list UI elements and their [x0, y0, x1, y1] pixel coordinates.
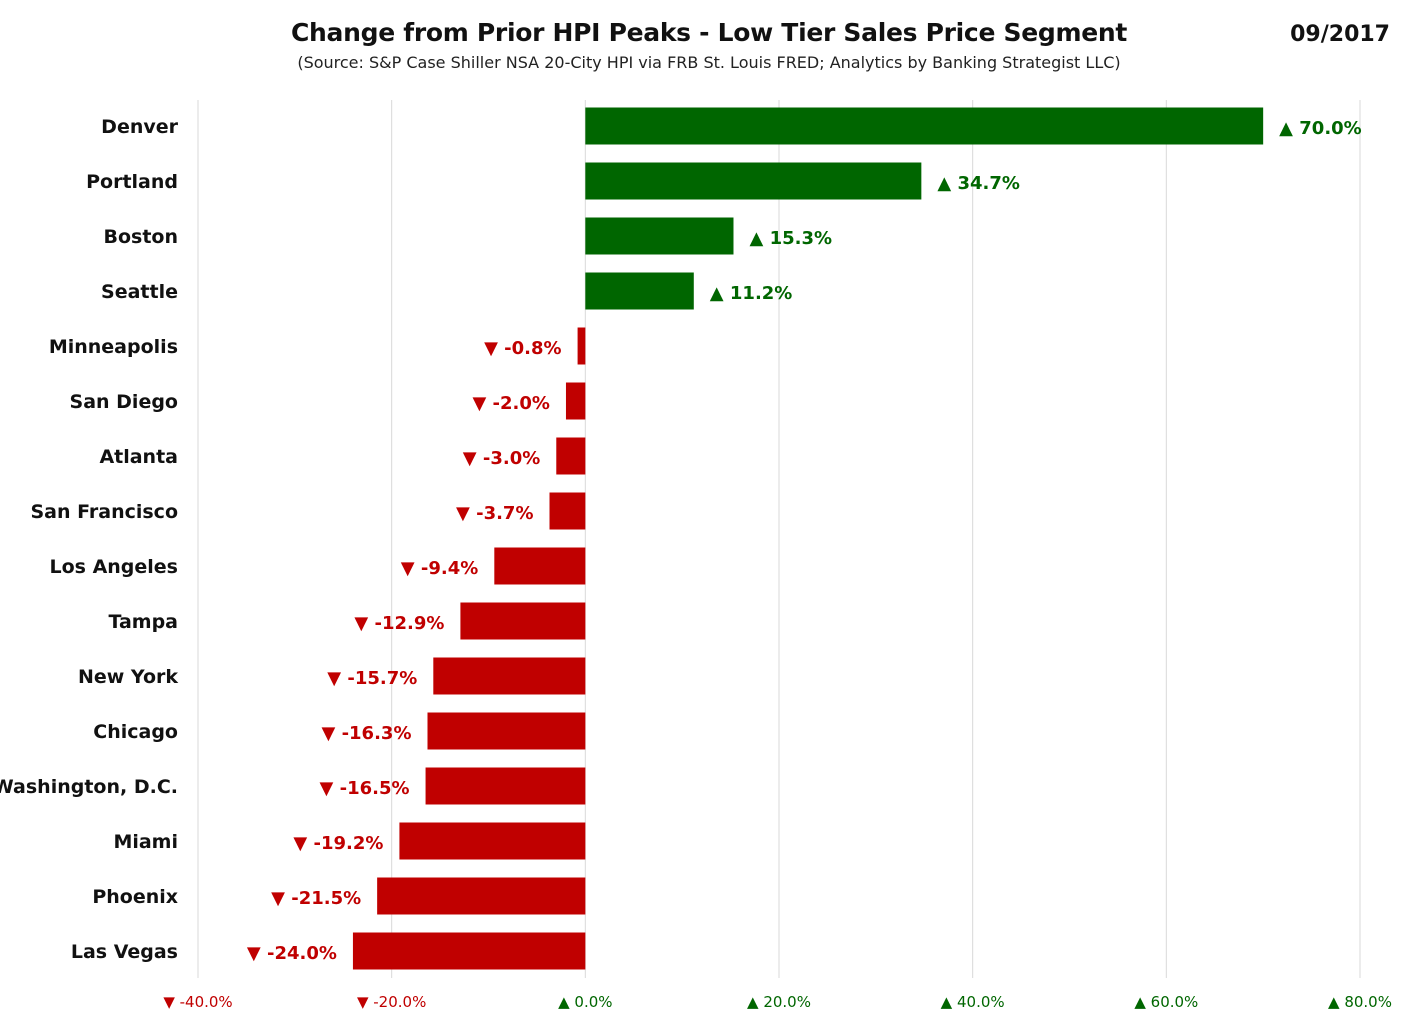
category-label: San Francisco — [30, 501, 178, 523]
x-tick-label: ▲ 0.0% — [558, 993, 612, 1011]
data-label: ▼ -0.8% — [484, 338, 562, 359]
x-tick-label: ▲ 80.0% — [1328, 993, 1392, 1011]
category-label: Phoenix — [92, 886, 178, 908]
bar — [352, 932, 586, 970]
data-label: ▼ -15.7% — [327, 668, 417, 689]
bar — [565, 382, 586, 420]
category-label: Miami — [113, 831, 178, 853]
bar — [549, 492, 586, 530]
category-label: Los Angeles — [49, 556, 178, 578]
data-label: ▲ 34.7% — [937, 173, 1020, 194]
bar — [377, 877, 586, 915]
bar — [433, 657, 586, 695]
data-label: ▼ -12.9% — [354, 613, 444, 634]
x-tick-label: ▼ -20.0% — [357, 993, 426, 1011]
category-label: Denver — [101, 116, 178, 138]
data-label: ▼ -9.4% — [401, 558, 479, 579]
chart-title: Change from Prior HPI Peaks - Low Tier S… — [290, 18, 1128, 47]
date-label: 09/2017 — [1290, 22, 1390, 47]
data-label: ▼ -16.3% — [321, 723, 411, 744]
x-tick-label: ▲ 40.0% — [941, 993, 1005, 1011]
data-label: ▼ -24.0% — [247, 943, 337, 964]
x-tick-label: ▲ 20.0% — [747, 993, 811, 1011]
category-label: New York — [78, 666, 178, 688]
data-label: ▼ -3.0% — [463, 448, 541, 469]
bar — [427, 712, 586, 750]
bar — [399, 822, 586, 860]
category-label: Boston — [103, 226, 178, 248]
data-label: ▼ -16.5% — [320, 778, 410, 799]
bar — [585, 272, 694, 310]
bar — [585, 107, 1264, 145]
x-tick-label: ▼ -40.0% — [163, 993, 232, 1011]
bar — [585, 162, 922, 200]
data-label: ▼ -21.5% — [271, 888, 361, 909]
bar — [425, 767, 586, 805]
category-label: Minneapolis — [49, 336, 178, 358]
data-label: ▼ -3.7% — [456, 503, 534, 524]
data-label: ▲ 70.0% — [1279, 118, 1362, 139]
data-label: ▼ -2.0% — [472, 393, 550, 414]
category-label: Tampa — [108, 611, 178, 633]
bar — [556, 437, 586, 475]
x-tick-label: ▲ 60.0% — [1134, 993, 1198, 1011]
category-label: Las Vegas — [71, 941, 178, 963]
bar — [585, 217, 734, 255]
data-label: ▲ 11.2% — [710, 283, 793, 304]
data-label: ▼ -19.2% — [293, 833, 383, 854]
chart-subtitle: (Source: S&P Case Shiller NSA 20-City HP… — [297, 53, 1121, 72]
category-label: Atlanta — [99, 446, 178, 468]
bar — [577, 327, 586, 365]
category-label: San Diego — [70, 391, 178, 413]
category-label: Washington, D.C. — [0, 776, 178, 798]
category-label: Portland — [86, 171, 178, 193]
category-label: Chicago — [93, 721, 178, 743]
bar — [494, 547, 586, 585]
data-label: ▲ 15.3% — [749, 228, 832, 249]
bar — [460, 602, 586, 640]
category-label: Seattle — [101, 281, 178, 303]
